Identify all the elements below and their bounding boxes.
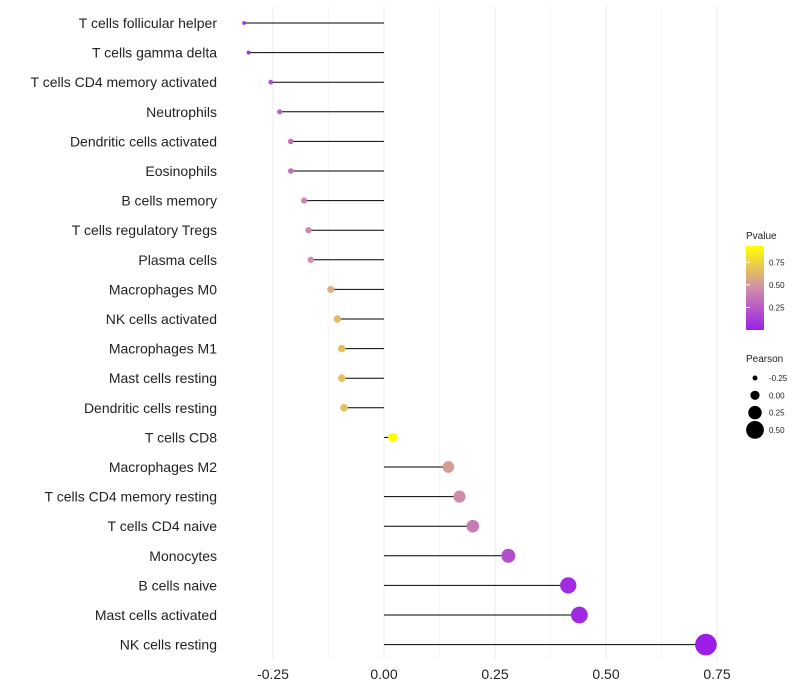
category-label: Mast cells resting bbox=[109, 370, 217, 386]
category-label: Neutrophils bbox=[146, 104, 217, 120]
size-legend-label: 0.25 bbox=[769, 409, 785, 418]
lollipop-dot bbox=[442, 461, 455, 473]
lollipop-dot bbox=[695, 633, 717, 656]
category-label: NK cells activated bbox=[106, 311, 217, 327]
lollipop-dot bbox=[338, 344, 346, 353]
color-legend-tick-label: 0.25 bbox=[769, 303, 785, 312]
category-label: Dendritic cells resting bbox=[84, 400, 217, 416]
category-label: T cells CD4 memory resting bbox=[45, 489, 217, 505]
lollipop-dot bbox=[338, 374, 346, 382]
lollipop-stems bbox=[244, 22, 706, 646]
x-axis-ticks: -0.25 0.00 0.25 0.50 0.75 bbox=[257, 666, 731, 682]
category-label: Plasma cells bbox=[138, 252, 217, 268]
lollipop-dot bbox=[560, 577, 577, 594]
lollipop-dot bbox=[307, 256, 314, 263]
size-legend-title: Pearson bbox=[746, 354, 783, 365]
size-legend-dot bbox=[748, 405, 762, 420]
category-label: Dendritic cells activated bbox=[70, 133, 217, 149]
lollipop-dot bbox=[340, 403, 348, 412]
lollipop-dot bbox=[277, 109, 283, 115]
category-labels: T cells follicular helper T cells gamma d… bbox=[31, 15, 218, 653]
lollipop-dot bbox=[570, 606, 588, 624]
x-tick-label: -0.25 bbox=[257, 666, 289, 682]
lollipop-dot bbox=[305, 227, 312, 234]
category-label: Mast cells activated bbox=[95, 607, 217, 623]
size-legend-dot bbox=[752, 375, 758, 381]
category-label: NK cells resting bbox=[120, 637, 217, 653]
lollipop-dot bbox=[333, 315, 342, 323]
color-legend-ticks: 0.25 0.50 0.75 bbox=[746, 258, 785, 312]
legend: Pvalue 0.25 0.50 0.75 Pearson -0.25 0.00 0.2… bbox=[746, 231, 788, 439]
lollipop-dot bbox=[246, 50, 251, 55]
lollipop-dot bbox=[388, 432, 398, 443]
category-label: B cells memory bbox=[121, 193, 217, 209]
x-tick-label: 0.25 bbox=[481, 666, 508, 682]
category-label: Macrophages M0 bbox=[109, 281, 217, 297]
lollipop-dots bbox=[242, 21, 717, 656]
lollipop-dot bbox=[453, 490, 466, 503]
color-legend-bar bbox=[746, 246, 764, 330]
category-label: B cells naive bbox=[138, 577, 217, 593]
size-legend-label: 0.00 bbox=[769, 391, 785, 400]
x-tick-label: 0.75 bbox=[703, 666, 730, 682]
category-label: T cells follicular helper bbox=[79, 15, 218, 31]
category-label: Monocytes bbox=[149, 548, 217, 564]
lollipop-dot bbox=[501, 548, 516, 563]
size-legend-label: 0.50 bbox=[769, 426, 785, 435]
category-label: T cells gamma delta bbox=[92, 45, 217, 61]
lollipop-dot bbox=[301, 197, 308, 204]
x-tick-label: 0.50 bbox=[592, 666, 619, 682]
lollipop-dot bbox=[466, 519, 480, 533]
category-label: Eosinophils bbox=[145, 163, 217, 179]
lollipop-dot bbox=[242, 21, 247, 25]
color-legend-tick-label: 0.75 bbox=[769, 258, 785, 267]
size-legend-dot bbox=[746, 421, 764, 439]
category-label: T cells regulatory Tregs bbox=[72, 222, 217, 238]
gridlines bbox=[272, 6, 718, 660]
lollipop-dot bbox=[268, 79, 274, 85]
x-tick-label: 0.00 bbox=[370, 666, 397, 682]
category-label: Macrophages M1 bbox=[109, 341, 217, 357]
size-legend-dot bbox=[750, 390, 760, 400]
lollipop-dot bbox=[287, 138, 294, 145]
size-legend-items: -0.25 0.00 0.25 0.50 bbox=[746, 374, 788, 439]
lollipop-dot bbox=[327, 285, 335, 293]
color-legend-tick-label: 0.50 bbox=[769, 281, 785, 290]
category-label: T cells CD4 memory activated bbox=[31, 74, 217, 90]
size-legend-label: -0.25 bbox=[769, 374, 788, 383]
color-legend-title: Pvalue bbox=[746, 231, 777, 242]
category-label: Macrophages M2 bbox=[109, 459, 217, 475]
category-label: T cells CD4 naive bbox=[108, 518, 218, 534]
category-label: T cells CD8 bbox=[145, 429, 217, 445]
lollipop-dot bbox=[287, 168, 294, 174]
